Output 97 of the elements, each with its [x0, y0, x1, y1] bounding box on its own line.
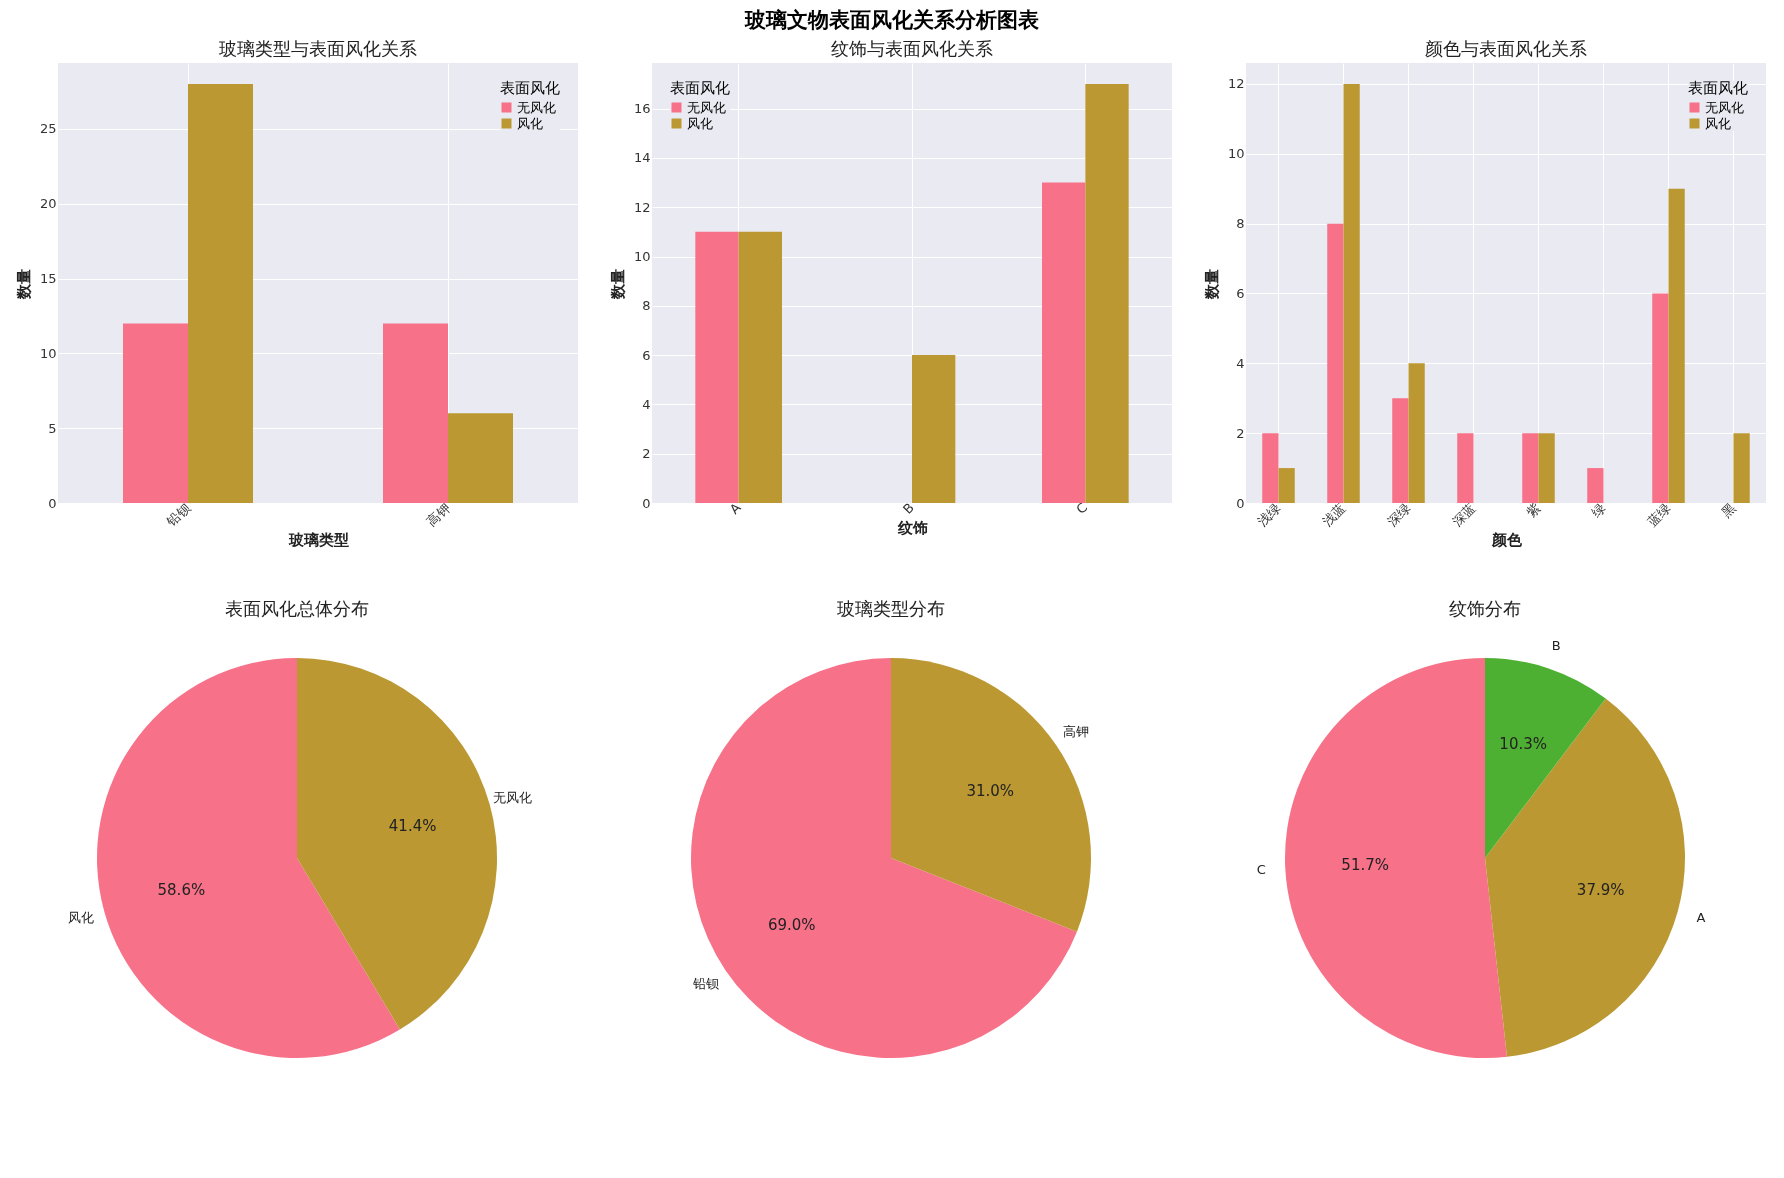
bar — [1327, 223, 1344, 503]
pie-slice — [1485, 698, 1685, 1057]
x-tick-label: 深蓝 — [1449, 499, 1479, 529]
bar — [912, 355, 956, 503]
slice-label: B — [1551, 637, 1561, 653]
data-label: 58.6% — [157, 881, 206, 900]
x-tick-label: 紫 — [1523, 499, 1544, 520]
bar — [1262, 433, 1279, 503]
y-tick-label: 25 — [39, 121, 57, 137]
chart-title: 玻璃类型与表面风化关系 — [219, 38, 417, 59]
x-tick-label: 浅蓝 — [1319, 499, 1349, 529]
x-tick-label: 高钾 — [423, 499, 453, 529]
bar — [1278, 468, 1295, 503]
y-axis-title: 数量 — [608, 268, 627, 300]
y-tick-label: 8 — [642, 298, 651, 314]
bar — [448, 413, 513, 503]
y-tick-label: 15 — [39, 271, 57, 287]
chart-title: 玻璃类型分布 — [837, 598, 945, 619]
slice-label: 铅钡 — [691, 975, 719, 991]
bar — [1587, 468, 1604, 503]
x-tick-label: 蓝绿 — [1644, 499, 1674, 529]
bar — [1733, 433, 1750, 503]
bar — [1392, 398, 1409, 503]
bar — [695, 231, 739, 503]
y-tick-label: 16 — [633, 101, 651, 117]
bar — [1457, 433, 1474, 503]
bar — [1668, 188, 1685, 503]
y-tick-label: 20 — [39, 196, 57, 212]
y-tick-label: 2 — [1236, 425, 1245, 441]
y-tick-label: 0 — [48, 495, 57, 511]
bar — [1042, 182, 1086, 503]
chart-title: 纹饰与表面风化关系 — [831, 38, 993, 59]
bar — [1522, 433, 1539, 503]
y-tick-label: 4 — [642, 396, 651, 412]
y-tick-label: 10 — [39, 345, 57, 361]
pie-slice — [1485, 658, 1606, 858]
pie-slice — [691, 658, 1077, 1058]
x-tick-label: 铅钡 — [163, 499, 193, 530]
legend-label: 无风化 — [687, 99, 726, 115]
slice-label: A — [1696, 909, 1706, 925]
x-tick-label: 黑 — [1718, 499, 1739, 520]
slice-label: 高钾 — [1063, 724, 1090, 740]
y-tick-label: 10 — [1227, 146, 1245, 162]
data-label: 51.7% — [1341, 855, 1390, 874]
chart-title: 表面风化总体分布 — [225, 598, 369, 619]
bar — [188, 83, 253, 503]
slice-label: 风化 — [68, 909, 95, 925]
y-tick-label: 0 — [642, 495, 651, 511]
x-axis-title: 颜色 — [1490, 530, 1523, 549]
y-tick-label: 6 — [642, 347, 651, 363]
data-label: 41.4% — [388, 816, 437, 835]
text: 玻璃文物表面风化关系分析图表 — [743, 7, 1040, 34]
x-tick-label: 绿 — [1588, 499, 1609, 520]
legend-label: 风化 — [517, 115, 543, 131]
pie-slice — [891, 658, 1091, 932]
slice-label: C — [1256, 862, 1266, 878]
y-tick-label: 10 — [633, 249, 651, 264]
bar — [738, 231, 782, 503]
y-tick-label: 12 — [633, 199, 651, 215]
legend-label: 无风化 — [1705, 99, 1744, 115]
x-tick-label: C — [1073, 499, 1091, 517]
x-axis-title: 玻璃类型 — [287, 530, 349, 549]
data-label: 10.3% — [1499, 735, 1548, 754]
bar — [383, 323, 448, 503]
legend-title: 表面风化 — [500, 79, 560, 97]
x-tick-label: B — [900, 499, 917, 517]
y-tick-label: 14 — [633, 150, 651, 166]
y-tick-label: 4 — [1236, 355, 1245, 371]
y-axis-title: 数量 — [14, 268, 33, 300]
bar — [1538, 433, 1555, 503]
data-label: 69.0% — [767, 916, 816, 935]
y-tick-label: 2 — [642, 446, 651, 462]
legend-title: 表面风化 — [670, 79, 730, 97]
slice-label: 无风化 — [493, 790, 533, 806]
x-tick-label: 浅绿 — [1254, 499, 1284, 529]
data-label: 37.9% — [1576, 880, 1625, 899]
x-axis-title: 纹饰 — [896, 518, 928, 537]
x-tick-label: 深绿 — [1384, 499, 1414, 529]
bar — [1408, 363, 1425, 503]
y-axis-title: 数量 — [1202, 268, 1221, 300]
bar — [123, 323, 188, 503]
chart-title: 颜色与表面风化关系 — [1425, 38, 1587, 59]
chart-title: 纹饰分布 — [1449, 598, 1521, 619]
y-tick-label: 5 — [48, 420, 57, 436]
x-tick-label: A — [726, 499, 744, 517]
y-tick-label: 0 — [1236, 495, 1245, 511]
bar — [1343, 83, 1360, 503]
legend-label: 风化 — [687, 115, 713, 131]
legend-title: 表面风化 — [1688, 79, 1748, 97]
legend-label: 无风化 — [517, 99, 556, 115]
legend-label: 风化 — [1705, 115, 1731, 131]
y-tick-label: 6 — [1236, 285, 1245, 301]
y-tick-label: 12 — [1227, 76, 1245, 92]
bar — [1652, 293, 1669, 503]
data-label: 31.0% — [966, 781, 1015, 800]
y-tick-label: 8 — [1236, 216, 1245, 232]
bar — [1085, 83, 1129, 503]
